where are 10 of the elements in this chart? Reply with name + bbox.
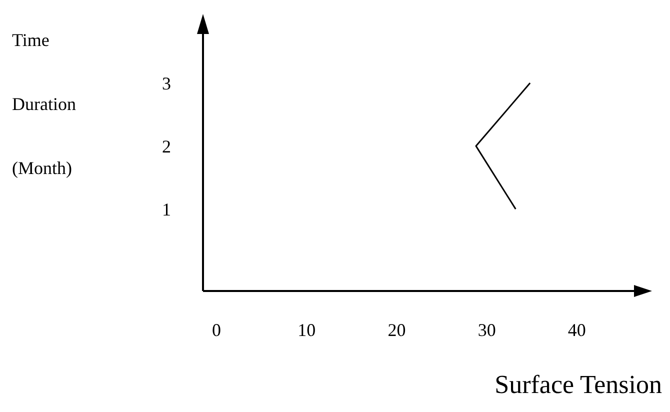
y-tick-label: 3	[162, 73, 171, 94]
x-tick-label: 30	[478, 320, 496, 340]
y-tick-label: 2	[162, 136, 171, 156]
y-tick-label: 1	[162, 199, 171, 220]
x-tick-label: 40	[568, 320, 586, 340]
x-axis-title: Surface Tension	[494, 370, 662, 400]
text: Time Duration (Month)	[12, 30, 76, 178]
x-tick-label: 10	[298, 320, 316, 340]
x-tick-label: 0	[212, 320, 222, 340]
x-tick-label: 20	[388, 320, 406, 340]
